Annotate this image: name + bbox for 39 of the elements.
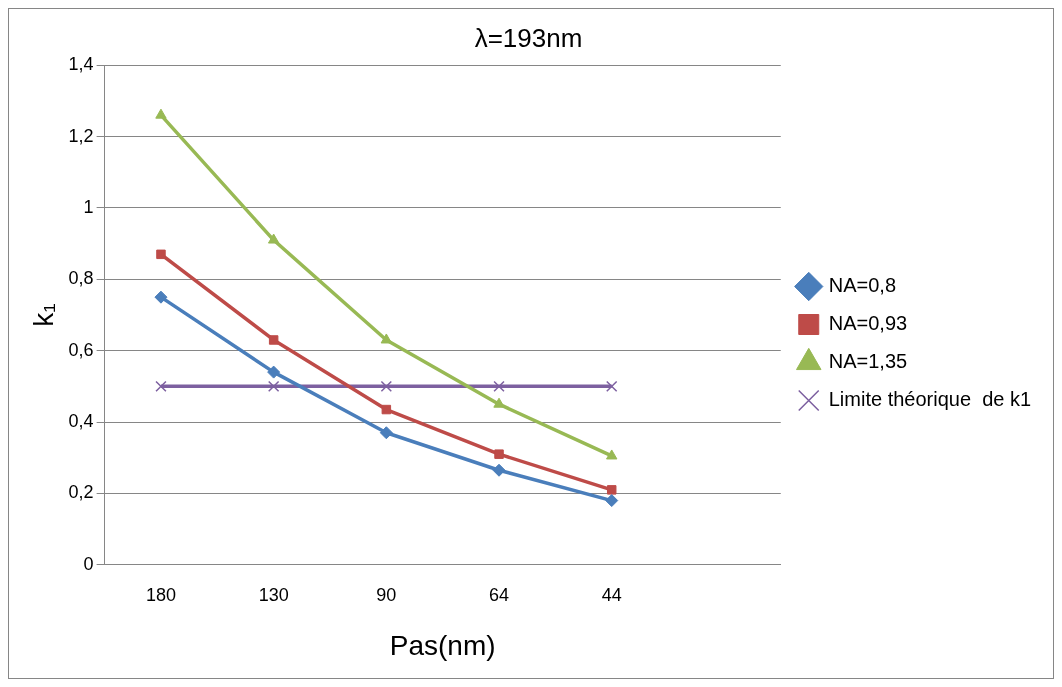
x-axis-title: Pas(nm) [389, 629, 496, 661]
point [493, 380, 505, 393]
y-tick-label: 1,2 [68, 125, 94, 146]
chart-title: λ=193nm [474, 22, 583, 53]
x-tick-label: 64 [489, 584, 510, 605]
point [605, 494, 619, 508]
point [267, 233, 280, 244]
x-tick-label: 90 [376, 584, 397, 605]
point [493, 397, 505, 408]
point [380, 380, 393, 393]
x-tick-label: 130 [258, 584, 289, 605]
point [494, 449, 504, 459]
point [606, 380, 618, 393]
point [156, 249, 166, 260]
x-tick-label: 180 [145, 584, 176, 605]
point [155, 380, 167, 393]
y-tick-label: 0,6 [68, 339, 94, 360]
point [381, 404, 392, 415]
point [267, 365, 281, 379]
x-tick-label: 44 [601, 584, 622, 605]
legend-label: NA=0,93 [828, 312, 908, 335]
legend-label: NA=0,8 [828, 274, 897, 297]
point [606, 485, 617, 495]
y-tick-label: 0 [83, 553, 94, 574]
point [268, 335, 279, 345]
point [606, 449, 618, 460]
point [155, 108, 167, 119]
y-tick-label: 0,2 [68, 482, 94, 503]
y-tick-label: 1,4 [68, 54, 94, 75]
y-tick-label: 0,4 [68, 411, 94, 432]
y-axis-title: k₁ [27, 303, 59, 327]
point [379, 426, 393, 440]
point [154, 290, 168, 304]
legend-label: Limite théorique de k1 [828, 388, 1032, 411]
legend-label: NA=1,35 [828, 350, 908, 373]
y-tick-label: 0,8 [68, 268, 94, 289]
point [267, 380, 280, 393]
point [492, 463, 506, 477]
y-tick-label: 1 [83, 196, 94, 217]
